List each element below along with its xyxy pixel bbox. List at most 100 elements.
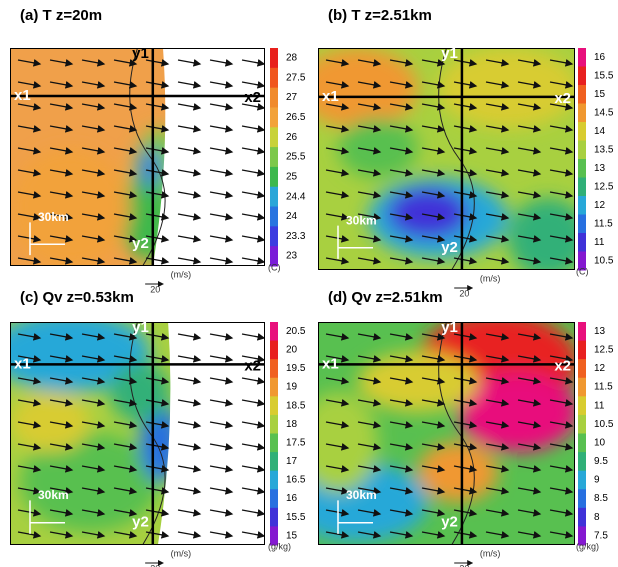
wind-vector xyxy=(517,235,542,243)
wind-vector xyxy=(325,147,350,155)
wind-vector xyxy=(517,377,542,385)
colorbar-block xyxy=(270,147,278,168)
wind-vector xyxy=(389,81,414,89)
wind-vector xyxy=(241,169,265,177)
wind-vector xyxy=(357,465,382,473)
colorbar-unit: (C) xyxy=(576,266,589,276)
wind-vector xyxy=(81,169,106,177)
wind-vector xyxy=(453,125,478,133)
wind-vector xyxy=(177,487,202,495)
colorbar-tick-label: 9 xyxy=(594,475,600,486)
wind-vector xyxy=(17,487,42,495)
wind-vector xyxy=(549,487,574,495)
wind-vector xyxy=(81,465,106,473)
wind-vector xyxy=(549,421,574,429)
wind-vector xyxy=(549,399,574,407)
wind-vector xyxy=(421,59,446,67)
wind-vector xyxy=(113,509,138,517)
wind-vector xyxy=(113,399,138,407)
wind-vector xyxy=(549,509,574,517)
section-label: y1 xyxy=(441,45,458,62)
wind-vector xyxy=(17,103,42,111)
wind-vector xyxy=(113,59,138,67)
wind-vector xyxy=(113,103,138,111)
colorbar-tick-label: 20 xyxy=(286,345,298,356)
colorbar-tick-label: 25.5 xyxy=(286,152,306,163)
wind-vector xyxy=(241,333,265,341)
colorbar-block xyxy=(270,127,278,148)
wind-vector xyxy=(389,421,414,429)
wind-vector xyxy=(209,421,234,429)
section-label: y1 xyxy=(441,319,458,336)
colorbar-block xyxy=(270,107,278,128)
wind-vector xyxy=(81,531,106,539)
wind-vector xyxy=(17,443,42,451)
wind-vector xyxy=(549,333,574,341)
colorbar-tick-label: 18 xyxy=(286,419,298,430)
wind-vector xyxy=(325,333,350,341)
wind-vector xyxy=(17,333,42,341)
wind-vector xyxy=(177,81,202,89)
wind-vector xyxy=(421,355,446,363)
wind-vector xyxy=(113,81,138,89)
wind-vector xyxy=(453,191,478,199)
colorbar-unit: (C) xyxy=(268,262,281,272)
wind-vector xyxy=(357,235,382,243)
wind-vector xyxy=(453,443,478,451)
wind-vector xyxy=(485,377,510,385)
wind-vector xyxy=(49,191,74,199)
section-label: y2 xyxy=(441,514,458,531)
wind-vector xyxy=(421,235,446,243)
wind-vector xyxy=(357,377,382,385)
wind-vector xyxy=(421,509,446,517)
wind-vector xyxy=(453,377,478,385)
wind-vector xyxy=(421,487,446,495)
wind-vector xyxy=(209,235,234,243)
colorbar-tick-label: 16 xyxy=(286,493,298,504)
wind-vector xyxy=(145,81,170,89)
panel-title: (b) T z=2.51km xyxy=(328,7,432,24)
wind-vector xyxy=(113,377,138,385)
wind-vector xyxy=(113,213,138,221)
wind-vector xyxy=(485,125,510,133)
wind-vector xyxy=(517,421,542,429)
wind-vector xyxy=(209,169,234,177)
wind-vector xyxy=(325,399,350,407)
wind-vector xyxy=(177,465,202,473)
colorbar-block xyxy=(578,177,586,197)
wind-vector xyxy=(389,377,414,385)
no-data-region xyxy=(152,48,265,266)
colorbar-tick-label: 13.5 xyxy=(594,144,614,155)
panel-title: (a) T z=20m xyxy=(20,7,102,24)
wind-vector xyxy=(145,103,170,111)
colorbar-tick-label: 28 xyxy=(286,53,298,64)
wind-vector xyxy=(209,399,234,407)
colorbar-block xyxy=(270,377,278,397)
colorbar-tick-label: 26 xyxy=(286,132,298,143)
wind-vector xyxy=(241,81,265,89)
wind-vector xyxy=(389,333,414,341)
wind-vector xyxy=(325,355,350,363)
wind-vector xyxy=(325,59,350,67)
wind-vector xyxy=(113,487,138,495)
wind-vector xyxy=(389,147,414,155)
wind-vector xyxy=(209,257,234,265)
wind-vector xyxy=(145,169,170,177)
wind-vector xyxy=(517,443,542,451)
section-label: x2 xyxy=(554,90,571,107)
wind-vector xyxy=(113,125,138,133)
wind-vector xyxy=(17,235,42,243)
colorbar-tick-label: 12 xyxy=(594,363,606,374)
colorbar-unit: (g/kg) xyxy=(268,541,291,551)
wind-vector xyxy=(421,531,446,539)
wind-vector xyxy=(81,443,106,451)
wind-vector xyxy=(517,191,542,199)
wind-vector xyxy=(17,191,42,199)
wind-vector xyxy=(325,169,350,177)
map: x1 x2 y1 y2 30km xyxy=(318,319,575,545)
wind-vector xyxy=(81,399,106,407)
wind-vector xyxy=(389,531,414,539)
wind-vector xyxy=(209,333,234,341)
colorbar-block xyxy=(578,470,586,490)
map: x1 x2 y1 y2 30km xyxy=(318,45,575,270)
